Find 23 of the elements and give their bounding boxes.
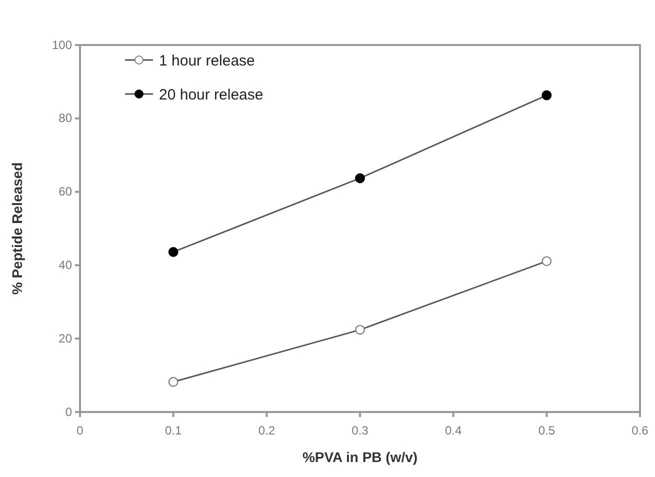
point xyxy=(355,324,365,335)
y-tick-label: 20 xyxy=(58,331,72,346)
legend-label: 20 hour release xyxy=(159,86,264,104)
point xyxy=(542,90,552,100)
x-tick-label: 0.6 xyxy=(632,423,649,438)
y-tick-label: 100 xyxy=(52,38,72,52)
x-tick-label: 0 xyxy=(76,423,84,438)
y-tick-label: 0 xyxy=(65,404,72,419)
point xyxy=(168,247,178,257)
y-tick-label: 40 xyxy=(58,258,72,272)
x-tick-label: 0.2 xyxy=(258,423,276,438)
point xyxy=(168,376,178,387)
x-axis-title: %PVA in PB (w/v) xyxy=(302,449,418,465)
y-tick-label: 80 xyxy=(58,111,72,126)
x-tick-label: 0.5 xyxy=(538,423,556,438)
point xyxy=(542,256,552,266)
x-tick-label: 0.3 xyxy=(352,423,369,438)
y-tick-label: 60 xyxy=(58,184,72,199)
x-tick-label: 0.1 xyxy=(164,423,182,438)
point xyxy=(355,173,365,184)
x-tick-label: 0.4 xyxy=(444,423,462,438)
legend-label: 1 hour release xyxy=(159,52,255,70)
y-axis-title: % Peptide Released xyxy=(9,162,25,295)
